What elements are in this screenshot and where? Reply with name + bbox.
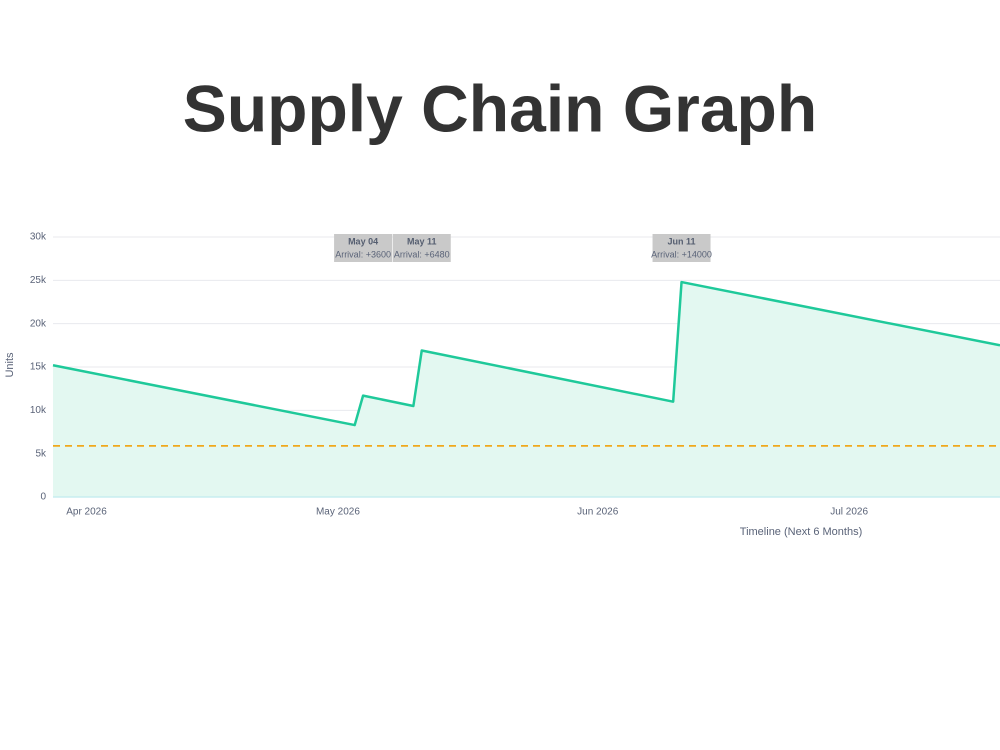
y-tick-label: 15k: [30, 362, 47, 373]
annotation-text: Arrival: +3600: [335, 249, 391, 259]
y-axis-title: Units: [4, 352, 16, 378]
y-tick-label: 5k: [35, 448, 47, 459]
chart-title: Supply Chain Graph: [183, 71, 817, 145]
annotation-box: [392, 234, 451, 262]
annotation: May 11 Arrival: +6480: [392, 234, 451, 262]
x-tick-label: Jul 2026: [830, 507, 868, 518]
x-tick-label: May 2026: [316, 507, 360, 518]
x-axis-title: Timeline (Next 6 Months): [740, 526, 862, 538]
annotation-text: Arrival: +14000: [651, 249, 712, 259]
annotation-date: May 04: [348, 236, 378, 246]
annotation-date: May 11: [407, 236, 437, 246]
annotation-text: Arrival: +6480: [394, 249, 450, 259]
x-tick-label: Jun 2026: [577, 507, 619, 518]
y-tick-label: 30k: [30, 232, 47, 243]
y-tick-label: 0: [40, 492, 46, 503]
annotation-box: [334, 234, 393, 262]
area-fill: [53, 282, 1000, 497]
line: [52, 280, 1000, 427]
annotation: May 04 Arrival: +3600: [334, 234, 393, 262]
annotation: Jun 11 Arrival: +14000: [651, 234, 712, 262]
y-tick-label: 10k: [30, 405, 47, 416]
annotation-date: Jun 11: [668, 236, 696, 246]
y-tick-label: 20k: [30, 318, 47, 329]
x-tick-label: Apr 2026: [66, 507, 107, 518]
y-tick-label: 25k: [30, 275, 47, 286]
annotation-box: [652, 234, 711, 262]
